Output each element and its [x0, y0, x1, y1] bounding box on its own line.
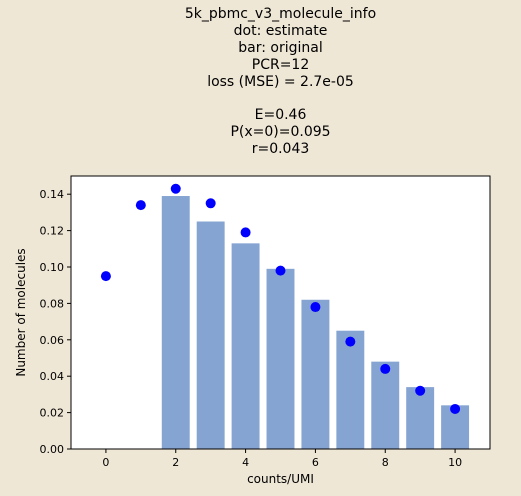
y-tick-label-0.12: 0.12 [40, 225, 65, 238]
y-tick-label-0.02: 0.02 [40, 407, 65, 420]
point-3 [205, 198, 216, 209]
title-line-2: bar: original [238, 39, 323, 56]
point-9 [415, 385, 426, 396]
point-6 [310, 302, 321, 313]
y-tick-label-0.00: 0.00 [40, 443, 65, 456]
y-tick-label-0.06: 0.06 [40, 334, 65, 347]
title-line-3: PCR=12 [251, 56, 310, 73]
bar-7 [336, 330, 365, 449]
point-7 [345, 336, 356, 347]
y-tick-label-0.04: 0.04 [40, 370, 65, 383]
plot-frame [70, 175, 491, 450]
x-tick-label-2: 2 [172, 456, 179, 469]
bar-9 [406, 387, 435, 449]
title-line-8: r=0.043 [251, 141, 310, 158]
bar-6 [301, 299, 330, 449]
x-axis-label: counts/UMI [247, 472, 314, 486]
bar-4 [231, 243, 260, 449]
x-tick-label-4: 4 [242, 456, 249, 469]
point-1 [135, 200, 146, 211]
point-8 [380, 363, 391, 374]
point-10 [450, 403, 461, 414]
y-tick-label-0.10: 0.10 [40, 261, 65, 274]
y-tick-label-0.14: 0.14 [40, 188, 65, 201]
point-2 [170, 183, 181, 194]
title-line-7: P(x=0)=0.095 [230, 124, 331, 141]
point-5 [275, 265, 286, 276]
y-tick-label-0.08: 0.08 [40, 297, 65, 310]
bar-3 [196, 221, 225, 449]
title-line-6: E=0.46 [254, 107, 307, 124]
bar-2 [161, 196, 190, 449]
point-4 [240, 227, 251, 238]
x-tick-label-8: 8 [382, 456, 389, 469]
point-0 [100, 271, 111, 282]
x-tick-label-6: 6 [312, 456, 319, 469]
x-tick-label-0: 0 [102, 456, 109, 469]
title-line-1: dot: estimate [233, 22, 328, 39]
title-line-0: 5k_pbmc_v3_molecule_info [184, 6, 377, 22]
bar-8 [371, 361, 400, 449]
y-axis-label: Number of molecules [14, 248, 28, 376]
bar-5 [266, 268, 295, 449]
title-line-4: loss (MSE) = 2.7e-05 [207, 73, 354, 90]
x-tick-label-10: 10 [448, 456, 462, 469]
